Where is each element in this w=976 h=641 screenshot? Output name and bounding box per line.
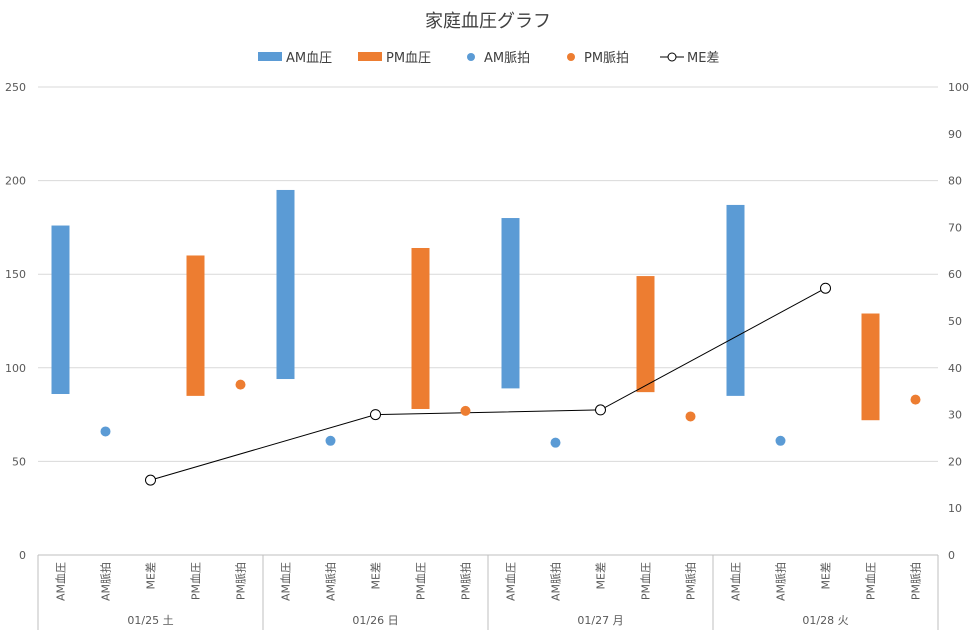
x-sub-label: PM脈拍 [684, 562, 698, 600]
pm-bp-bar [861, 313, 880, 421]
legend-swatch [667, 52, 677, 62]
me-diff-line [145, 282, 831, 486]
legend-label: PM血圧 [386, 51, 431, 66]
left-axis: 0 50 100 150 200 250 [5, 81, 26, 562]
legend-label: PM脈拍 [584, 51, 629, 66]
bars [51, 189, 880, 421]
left-tick-label: 50 [12, 455, 26, 468]
pm-pulse-dot [460, 405, 471, 416]
left-tick-label: 150 [5, 268, 26, 281]
right-tick-label: 100 [948, 81, 969, 94]
x-sub-label: AM血圧 [504, 562, 518, 601]
legend-swatch [567, 53, 575, 61]
x-sub-label: ME差 [819, 562, 833, 589]
right-tick-label: 20 [948, 455, 962, 468]
right-tick-label: 40 [948, 362, 962, 375]
x-sub-label: PM脈拍 [459, 562, 473, 600]
legend-label: AM脈拍 [484, 51, 530, 66]
am-pulse-dot [100, 426, 111, 437]
am-pulse-dot [550, 437, 561, 448]
x-sub-label: ME差 [594, 562, 608, 589]
right-tick-label: 80 [948, 175, 962, 188]
left-tick-label: 200 [5, 175, 26, 188]
x-axis: AM血圧 AM脈拍 ME差 PM血圧 PM脈拍 01/25 土 AM血圧 AM脈拍 ME差 PM血… [37, 554, 939, 630]
pm-bp-bar [636, 276, 655, 393]
am-pulse-dot [325, 435, 336, 446]
x-sub-label: ME差 [144, 562, 158, 589]
legend-swatch [358, 52, 382, 61]
gridlines [38, 86, 938, 462]
legend-swatch [467, 53, 475, 61]
am-pulse-dot [775, 435, 786, 446]
x-sub-label: PM血圧 [639, 562, 653, 600]
x-group-label: 01/27 月 [577, 614, 623, 627]
x-sub-label: AM脈拍 [99, 562, 113, 601]
right-tick-label: 90 [948, 128, 962, 141]
pm-pulse-dot [685, 411, 696, 422]
x-sub-label: PM血圧 [864, 562, 878, 600]
x-sub-label: AM脈拍 [549, 562, 563, 601]
am-bp-bar [51, 225, 70, 395]
pm-pulse-dot [235, 379, 246, 390]
x-group-label: 01/28 火 [802, 614, 848, 627]
right-tick-label: 50 [948, 315, 962, 328]
x-sub-label: PM血圧 [414, 562, 428, 600]
am-bp-bar [276, 189, 295, 380]
right-tick-label: 10 [948, 502, 962, 515]
x-sub-label: AM血圧 [279, 562, 293, 601]
legend-label: AM血圧 [286, 51, 332, 66]
me-diff-marker [145, 474, 156, 486]
left-tick-label: 100 [5, 362, 26, 375]
x-sub-label: PM脈拍 [909, 562, 923, 600]
legend-label: ME差 [687, 51, 719, 66]
right-tick-label: 60 [948, 268, 962, 281]
right-tick-label: 30 [948, 409, 962, 422]
left-tick-label: 250 [5, 81, 26, 94]
left-tick-label: 0 [19, 549, 26, 562]
pm-bp-bar [411, 247, 430, 409]
x-group-label: 01/26 日 [352, 614, 398, 627]
x-sub-label: AM血圧 [729, 562, 743, 601]
x-sub-label: PM脈拍 [234, 562, 248, 600]
x-sub-label: AM血圧 [54, 562, 68, 601]
right-tick-label: 70 [948, 221, 962, 234]
x-sub-label: PM血圧 [189, 562, 203, 600]
me-diff-marker [820, 282, 831, 294]
me-diff-marker [370, 409, 381, 421]
chart-title: 家庭血圧グラフ [425, 11, 551, 32]
right-axis: 0 10 20 30 40 50 60 70 80 90 100 [948, 81, 969, 562]
x-sub-label: AM脈拍 [774, 562, 788, 601]
x-sub-label: ME差 [369, 562, 383, 589]
am-bp-bar [501, 218, 520, 389]
x-sub-label: AM脈拍 [324, 562, 338, 601]
pm-bp-bar [186, 255, 205, 396]
right-tick-label: 0 [948, 549, 955, 562]
me-diff-marker [595, 404, 606, 416]
legend-swatch [258, 52, 282, 61]
legend: AM血圧 PM血圧 AM脈拍 PM脈拍 ME差 [258, 51, 719, 66]
x-group-label: 01/25 土 [127, 614, 173, 627]
pm-pulse-dot [910, 394, 921, 405]
pulse-dots [100, 379, 921, 448]
am-bp-bar [726, 204, 745, 396]
me-diff-polyline [150, 287, 826, 481]
